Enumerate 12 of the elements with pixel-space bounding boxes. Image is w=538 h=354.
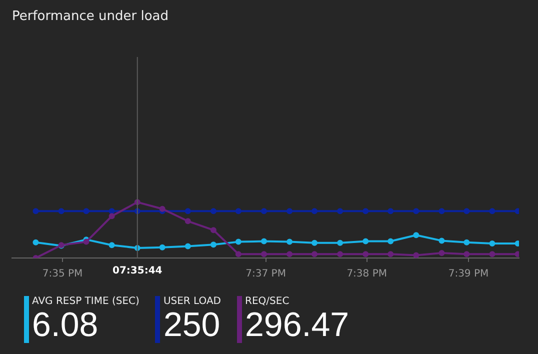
x-tick-label: 7:39 PM [448,268,489,280]
text: 07:35:44 [112,266,162,277]
text: 6.08 [32,306,98,344]
legend-label: USER LOAD [163,296,222,307]
legend-label: AVG RESP TIME (SEC) [32,296,140,307]
x-tick-label: 7:35 PM [42,268,83,280]
legend-label: REQ/SEC [245,296,290,307]
text: 296.47 [245,306,350,344]
x-tick-label: 7:38 PM [346,268,387,280]
chart-title: Performance under load [12,9,169,24]
text: 250 [163,306,220,344]
x-tick-label: 7:37 PM [246,268,286,280]
